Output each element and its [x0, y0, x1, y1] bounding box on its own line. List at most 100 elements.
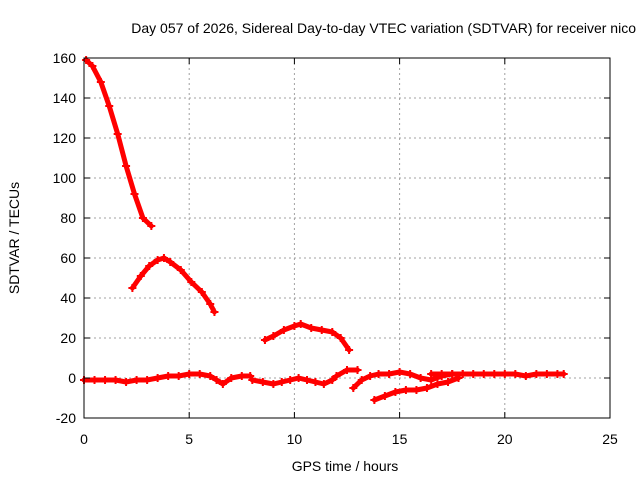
data-point [448, 370, 457, 378]
x-tick-label: 10 [287, 431, 303, 447]
data-point [269, 380, 278, 388]
data-point [296, 320, 305, 328]
data-point [380, 392, 389, 400]
y-tick-label: 160 [53, 50, 77, 66]
y-tick-label: 80 [60, 210, 76, 226]
data-point [90, 376, 99, 384]
data-point [105, 102, 114, 110]
data-point [195, 370, 204, 378]
data-point [145, 262, 154, 270]
data-point [138, 214, 147, 222]
y-tick-label: 20 [60, 330, 76, 346]
data-point [345, 346, 354, 354]
data-point [187, 278, 196, 286]
data-point [336, 334, 345, 342]
y-tick-label: 40 [60, 290, 76, 306]
data-point [82, 56, 91, 64]
data-point [370, 396, 379, 404]
data-point [521, 372, 530, 380]
data-point [303, 376, 312, 384]
y-tick-label: 0 [68, 370, 76, 386]
data-point [206, 372, 215, 380]
data-point [286, 376, 295, 384]
data-point [385, 370, 394, 378]
data-point [248, 376, 257, 384]
x-tick-label: 5 [185, 431, 193, 447]
data-point [328, 328, 337, 336]
chart-title: Day 057 of 2026, Sidereal Day-to-day VTE… [131, 20, 636, 36]
data-point [422, 384, 431, 392]
data-point [132, 376, 141, 384]
data-point [147, 222, 156, 230]
data-point [469, 370, 478, 378]
data-point [279, 326, 288, 334]
data-point [260, 336, 269, 344]
data-point [277, 378, 286, 386]
x-tick-label: 20 [497, 431, 513, 447]
data-point [412, 386, 421, 394]
data-point [269, 332, 278, 340]
data-point [401, 386, 410, 394]
data-point [294, 374, 303, 382]
data-point [164, 372, 173, 380]
data-point [153, 374, 162, 382]
data-point [532, 370, 541, 378]
data-point [511, 370, 520, 378]
x-tick-label: 15 [392, 431, 408, 447]
data-point [258, 378, 267, 386]
y-axis-label: SDTVAR / TECUs [6, 182, 22, 294]
data-point [136, 272, 145, 280]
data-point [237, 372, 246, 380]
data-point [212, 376, 221, 384]
y-tick-label: 120 [53, 130, 77, 146]
series-line-pass-3 [262, 321, 352, 353]
data-point [319, 380, 328, 388]
data-point [353, 366, 362, 374]
data-point [416, 374, 425, 382]
series-group [80, 56, 568, 404]
data-point [458, 370, 467, 378]
data-point [317, 326, 326, 334]
series-line-pass-5 [249, 367, 360, 387]
data-point [542, 370, 551, 378]
data-point [479, 370, 488, 378]
data-point [357, 376, 366, 384]
data-point [490, 370, 499, 378]
data-point [206, 300, 215, 308]
data-point [153, 256, 162, 264]
data-point [96, 78, 105, 86]
data-point [197, 288, 206, 296]
x-axis-label: GPS time / hours [292, 458, 399, 474]
series-line-pass-1 [83, 57, 154, 229]
data-point [427, 370, 436, 378]
data-point [174, 372, 183, 380]
y-tick-label: 60 [60, 250, 76, 266]
grid [84, 58, 610, 418]
data-point [210, 308, 219, 316]
data-point [343, 366, 351, 374]
data-point [391, 388, 400, 396]
data-point [443, 378, 452, 386]
data-point [227, 374, 236, 382]
data-point [122, 162, 131, 170]
data-point [113, 130, 122, 138]
y-tick-label: -20 [56, 410, 76, 426]
data-point [130, 190, 139, 198]
data-point [143, 376, 152, 384]
data-point [559, 370, 568, 378]
data-point [311, 378, 320, 386]
data-point [166, 258, 175, 266]
data-point [433, 380, 442, 388]
data-point [218, 380, 227, 388]
data-point [500, 370, 509, 378]
data-point [290, 322, 299, 330]
y-tick-label: 100 [53, 170, 77, 186]
y-tick-label: 140 [53, 90, 77, 106]
data-point [128, 284, 137, 292]
plot-frame [83, 57, 611, 419]
data-point [185, 370, 194, 378]
data-point [101, 376, 110, 384]
